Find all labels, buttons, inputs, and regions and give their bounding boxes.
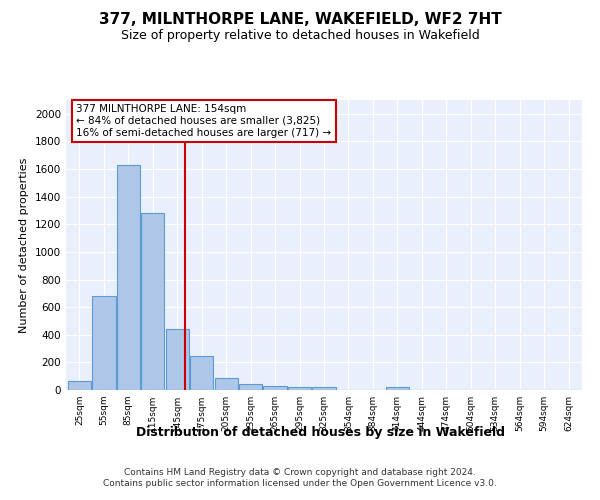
Bar [239,384,262,390]
Text: 377, MILNTHORPE LANE, WAKEFIELD, WF2 7HT: 377, MILNTHORPE LANE, WAKEFIELD, WF2 7HT [98,12,502,28]
Y-axis label: Number of detached properties: Number of detached properties [19,158,29,332]
Text: Distribution of detached houses by size in Wakefield: Distribution of detached houses by size … [137,426,505,439]
Bar [92,296,116,390]
Bar [190,356,214,390]
Text: 377 MILNTHORPE LANE: 154sqm
← 84% of detached houses are smaller (3,825)
16% of : 377 MILNTHORPE LANE: 154sqm ← 84% of det… [76,104,331,138]
Bar [166,329,189,390]
Bar [313,387,335,390]
Text: Contains HM Land Registry data © Crown copyright and database right 2024.: Contains HM Land Registry data © Crown c… [124,468,476,477]
Bar [288,387,311,390]
Text: Size of property relative to detached houses in Wakefield: Size of property relative to detached ho… [121,29,479,42]
Bar [386,387,409,390]
Bar [141,213,164,390]
Bar [263,386,287,390]
Bar [117,165,140,390]
Text: Contains public sector information licensed under the Open Government Licence v3: Contains public sector information licen… [103,479,497,488]
Bar [68,381,91,390]
Bar [215,378,238,390]
